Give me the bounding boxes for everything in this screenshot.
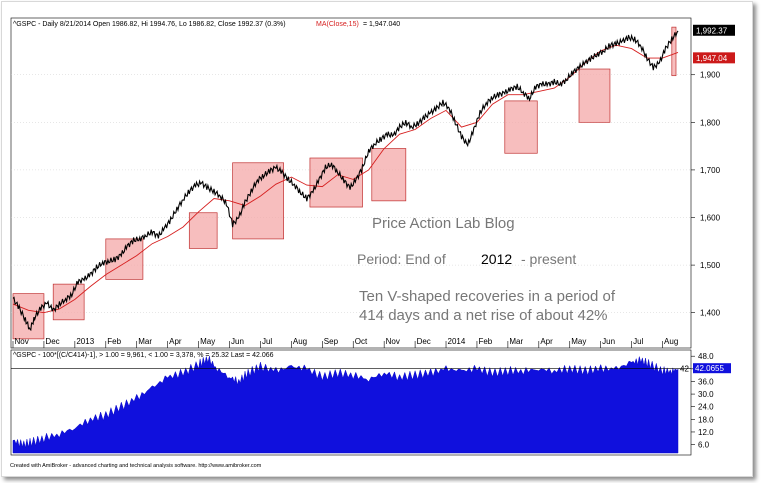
recovery-box xyxy=(371,148,407,202)
x-axis-tick-label: May xyxy=(200,337,215,346)
recovery-box xyxy=(52,283,85,321)
momentum-last-marker xyxy=(693,363,731,374)
price-y-tick-label: 1,700 xyxy=(700,166,721,175)
momentum-y-tick-label: 24.0 xyxy=(698,403,714,412)
x-axis-tick-label: Nov xyxy=(386,337,400,346)
annotation-period-year: 2012 xyxy=(481,251,512,267)
momentum-y-tick-label: 6.0 xyxy=(698,441,710,450)
price-y-tick-label: 1,900 xyxy=(700,71,721,80)
x-axis-tick-label: 2013 xyxy=(76,337,94,346)
recovery-box xyxy=(12,293,45,340)
x-axis-tick-label: Apr xyxy=(169,337,182,346)
annotation-title: Price Action Lab Blog xyxy=(372,215,515,232)
price-y-tick-label: 1,400 xyxy=(700,309,721,318)
header-ma-label: MA(Close,15) xyxy=(316,21,359,28)
price-y-tick-label: 1,600 xyxy=(700,214,721,223)
ma-value-label: 1,947.04 xyxy=(696,54,728,63)
x-axis-tick-label: 2014 xyxy=(448,337,466,346)
momentum-y-tick-label: 30.0 xyxy=(698,390,714,399)
x-axis-tick-label: Aug xyxy=(293,337,307,346)
footer-credit: Created with AmiBroker - advanced charti… xyxy=(10,463,262,469)
x-axis-tick-label: Dec xyxy=(45,337,59,346)
price-y-ticks: 1,400 1,500 1,600 1,700 1,800 1,900 xyxy=(691,71,721,318)
annotation-period-end: - present xyxy=(521,251,576,267)
x-axis-tick-label: Jul xyxy=(262,337,272,346)
ma-value-marker xyxy=(693,52,735,64)
x-axis-tick-label: Jun xyxy=(602,337,615,346)
last-close-label: 1,992.37 xyxy=(696,26,728,35)
x-axis-tick-label: Sep xyxy=(324,337,339,346)
lower-pane-header: ^GSPC - 100*[(C/C414)-1], > 1.00 = 9,961… xyxy=(13,352,274,359)
x-axis-tick-label: Apr xyxy=(540,337,553,346)
header-ticker-label: ^GSPC - Daily 8/21/2014 Open 1986.82, Hi… xyxy=(13,21,286,28)
ma-line xyxy=(12,44,679,314)
x-axis-tick-label: Jul xyxy=(633,337,643,346)
x-axis-tick-label: May xyxy=(571,337,586,346)
annotation-period-label: Period: End of xyxy=(357,251,446,267)
x-axis-tick-label: Aug xyxy=(664,337,678,346)
annotation-line-4: 414 days and a net rise of about 42% xyxy=(359,307,608,324)
recovery-box xyxy=(188,212,218,249)
recovery-box xyxy=(504,100,538,154)
price-last-markers: 1,992.37 1,947.04 xyxy=(693,24,735,64)
x-axis-tick-label: Mar xyxy=(509,337,523,346)
momentum-y-tick-label: 18.0 xyxy=(698,415,714,424)
x-axis-tick-label: Nov xyxy=(15,337,29,346)
price-line xyxy=(12,30,679,332)
momentum-y-tick-label: 36.0 xyxy=(698,377,714,386)
annotation-line-3: Ten V-shaped recoveries in a period of xyxy=(359,288,616,305)
header-ma-value: = 1,947.040 xyxy=(363,21,400,28)
x-axis-tick-label: Dec xyxy=(417,337,431,346)
momentum-last-label: 42.0655 xyxy=(695,364,724,373)
x-axis-tick-label: Mar xyxy=(138,337,152,346)
momentum-y-tick-label: 48.0 xyxy=(698,352,714,361)
x-axis-tick-label: Jun xyxy=(231,337,244,346)
momentum-y-tick-label: 12.0 xyxy=(698,428,714,437)
recovery-box xyxy=(671,26,677,77)
recovery-boxes xyxy=(12,26,677,340)
recovery-box xyxy=(105,238,144,280)
x-axis-ticks: Nov Dec 2013 Feb Mar Apr May Jun Jul Aug Sep Oct Nov… xyxy=(12,337,678,348)
last-close-marker xyxy=(693,24,735,36)
momentum-area xyxy=(12,356,679,454)
x-axis-tick-label: Feb xyxy=(107,337,121,346)
x-axis-tick-label: Feb xyxy=(478,337,492,346)
recovery-box xyxy=(232,162,284,240)
price-y-tick-label: 1,800 xyxy=(700,118,721,127)
price-y-tick-label: 1,500 xyxy=(700,261,721,270)
recovery-box xyxy=(578,68,611,123)
x-axis-tick-label: Oct xyxy=(355,337,368,346)
momentum-last-label-short: 42 xyxy=(680,365,689,374)
